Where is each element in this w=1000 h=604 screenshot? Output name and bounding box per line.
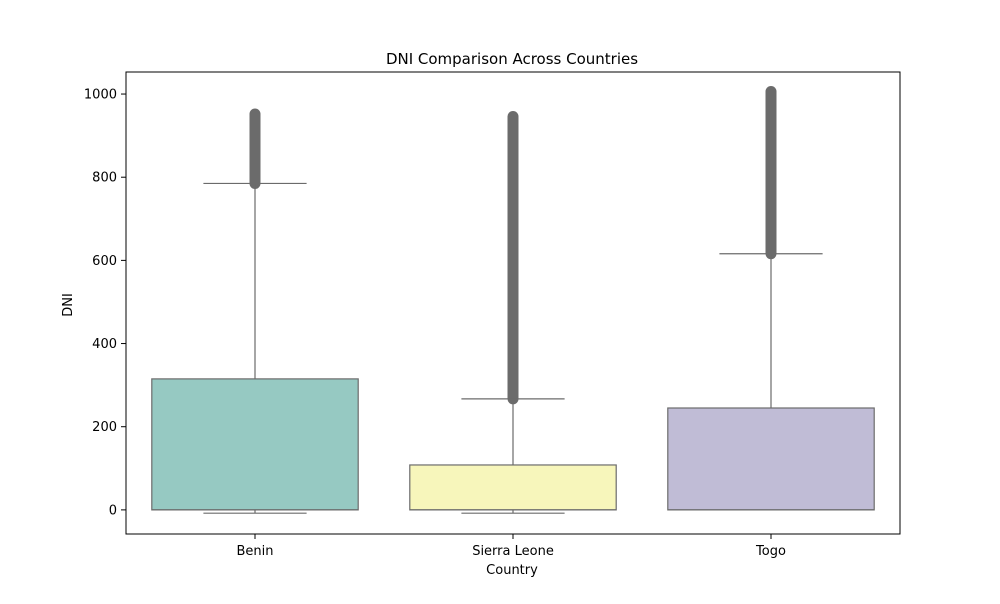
x-tick-label: Togo (755, 544, 786, 559)
y-tick-label: 800 (92, 171, 117, 186)
x-tick-label: Sierra Leone (472, 544, 554, 559)
x-axis-label: Country (486, 563, 538, 578)
y-axis-label: DNI (61, 293, 76, 317)
box-group-sierra-leone (409, 110, 617, 514)
boxes-layer (151, 86, 875, 514)
y-tick-label: 400 (92, 337, 117, 352)
box-group-benin (151, 108, 359, 514)
y-tick-label: 0 (109, 503, 117, 518)
box-iqr (409, 464, 617, 511)
x-tick-label: Benin (236, 544, 273, 559)
box-iqr (151, 378, 359, 511)
y-tick-label: 200 (92, 420, 117, 435)
box-iqr (667, 407, 875, 511)
y-axis: 0 200 400 600 800 1000 (84, 88, 126, 518)
x-axis: Benin Sierra Leone Togo (236, 534, 786, 559)
box-group-togo (667, 86, 875, 511)
y-tick-label: 1000 (84, 88, 117, 103)
chart-title: DNI Comparison Across Countries (386, 50, 638, 68)
y-tick-label: 600 (92, 254, 117, 269)
